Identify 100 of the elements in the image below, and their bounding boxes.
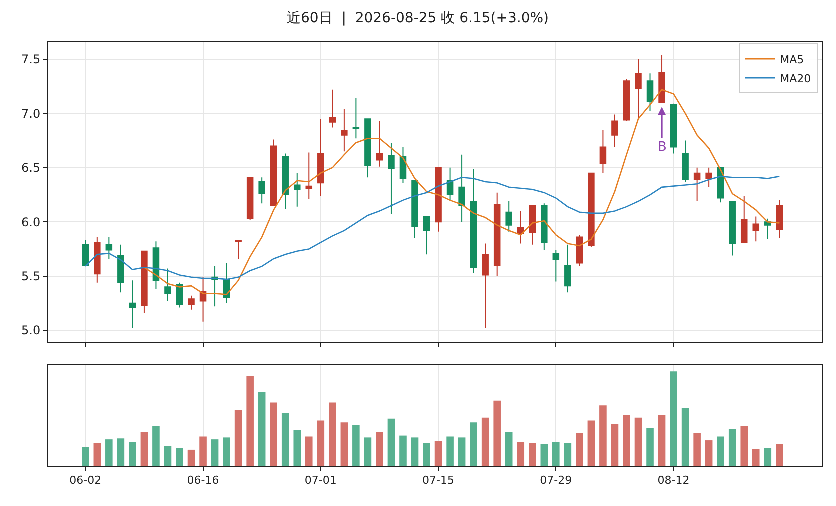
x-tick-label: 08-12 [658, 474, 690, 488]
bar [764, 448, 772, 466]
candlestick [435, 167, 442, 232]
bar [117, 438, 125, 466]
bar [211, 440, 219, 466]
bar [752, 449, 760, 466]
bar [470, 422, 478, 466]
candlestick [682, 140, 689, 182]
candlestick [176, 282, 184, 308]
candlestick [223, 262, 230, 304]
bar [376, 432, 384, 466]
bar [317, 420, 325, 466]
candlestick [740, 196, 748, 244]
bar [564, 443, 572, 466]
candlestick [200, 276, 207, 322]
line-series [144, 89, 780, 296]
candlestick [764, 218, 772, 240]
bar [494, 400, 501, 466]
bar [717, 436, 724, 466]
candlestick [106, 236, 113, 260]
bar [234, 410, 242, 466]
candlestick [270, 139, 278, 206]
candlestick [646, 73, 654, 112]
candlestick [141, 250, 148, 314]
bar [423, 443, 430, 466]
line-series [84, 176, 780, 280]
candlestick [329, 89, 336, 128]
candlestick [364, 118, 372, 178]
bar [611, 424, 619, 466]
candlestick [82, 240, 90, 268]
candlestick [576, 234, 584, 268]
chart-title: 近60日 | 2026-08-25 收 6.15(+3.0%) [287, 10, 549, 26]
candlestick [694, 167, 701, 202]
candlestick [282, 153, 289, 210]
bar [152, 426, 160, 466]
bar [282, 413, 290, 466]
bar [646, 428, 654, 466]
candlestick [258, 177, 266, 204]
candlestick [235, 240, 242, 260]
bar [270, 402, 278, 466]
candlestick [600, 129, 607, 174]
bar [446, 436, 454, 466]
bar [740, 426, 748, 466]
bar [140, 432, 148, 466]
bar [129, 442, 136, 466]
candlestick [517, 210, 524, 244]
candlestick [776, 200, 784, 239]
bar [400, 436, 407, 466]
candlestick [623, 78, 630, 122]
bar [728, 429, 736, 466]
x-tick-label: 07-29 [540, 474, 572, 488]
x-tick-label: 07-15 [422, 474, 455, 488]
y-tick-label: 7.0 [22, 106, 41, 121]
candlestick [446, 167, 454, 202]
candlestick [376, 120, 384, 168]
bar [188, 450, 196, 466]
bar [552, 442, 560, 466]
bar [694, 432, 701, 466]
x-tick-label: 06-16 [187, 474, 220, 488]
y-tick-label: 6.5 [22, 161, 41, 176]
bar [528, 443, 536, 466]
bar [352, 425, 360, 466]
bar [388, 418, 396, 466]
bar [82, 447, 90, 466]
bar [705, 440, 713, 466]
candlestick [423, 216, 430, 256]
bar [94, 443, 102, 466]
bar [517, 442, 525, 466]
candlestick [164, 268, 172, 302]
candlestick [129, 280, 136, 329]
y-tick-label: 6.0 [22, 215, 41, 230]
candlestick [482, 243, 489, 329]
y-tick-label: 7.5 [22, 52, 41, 67]
bar [258, 392, 266, 466]
bar [670, 372, 678, 466]
bar [176, 448, 184, 466]
candlestick [306, 152, 313, 200]
bar [305, 436, 313, 466]
candlestick [118, 244, 124, 294]
candlestick [352, 98, 360, 140]
bar [246, 376, 254, 466]
bar [776, 444, 784, 466]
candlestick [458, 154, 466, 223]
candlestick [294, 172, 301, 208]
candlestick [588, 172, 595, 248]
bar [200, 436, 207, 466]
bar [294, 430, 302, 466]
candlestick [635, 58, 642, 119]
candlestick [246, 177, 254, 220]
bar [634, 418, 642, 466]
candlestick [612, 114, 618, 148]
candlestick [318, 118, 324, 197]
candlestick [494, 192, 501, 277]
candlestick [188, 295, 195, 310]
candlestick [412, 180, 418, 239]
candlestick [541, 203, 548, 251]
y-tick-label: 5.0 [22, 324, 41, 338]
legend-label: MA5 [780, 53, 804, 66]
bar [434, 441, 442, 466]
bar [106, 440, 113, 466]
